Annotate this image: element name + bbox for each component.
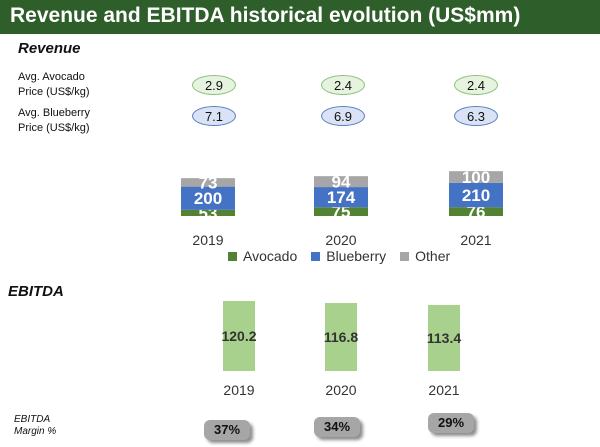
revenue-bar-blueberry-2020 [314, 187, 368, 208]
revenue-section-title: Revenue [18, 40, 81, 57]
ebitda-margin-label: EBITDA Margin % [14, 414, 56, 438]
ebitda-year-2021: 2021 [428, 382, 460, 398]
revenue-bar-blueberry-2019 [181, 186, 235, 210]
avocado-price-label-line2: Price (US$/kg) [18, 86, 90, 98]
avocado-price-2021: 2.4 [454, 75, 498, 95]
legend-blueberry-swatch [311, 251, 321, 261]
avocado-price-2019: 2.9 [192, 75, 236, 95]
title-bar [0, 0, 600, 34]
blueberry-price-label-line2: Price (US$/kg) [18, 122, 90, 134]
revenue-year-2019: 2019 [192, 232, 224, 248]
ebitda-bar-2020 [325, 302, 357, 371]
ebitda-margin-label-line1: EBITDA [14, 414, 51, 425]
revenue-value-blueberry-2021: 210 [462, 186, 490, 205]
ebitda-year-2020: 2020 [325, 382, 357, 398]
revenue-bar-other-2019 [181, 178, 235, 187]
page-title: Revenue and EBITDA historical evolution … [10, 4, 521, 27]
avocado-price-2020: 2.4 [321, 75, 365, 95]
revenue-value-blueberry-2019: 200 [194, 189, 222, 208]
revenue-bar-blueberry-2021 [449, 182, 503, 208]
blueberry-price-2021: 6.3 [454, 106, 498, 126]
legend-other-swatch [400, 251, 410, 261]
revenue-legend: Avocado Blueberry Other [228, 248, 450, 264]
revenue-bar-avocado-2019 [181, 209, 235, 216]
ebitda-value-2020: 116.8 [324, 329, 358, 345]
ebitda-section-title: EBITDA [8, 283, 64, 300]
blueberry-price-label: Avg. Blueberry Price (US$/kg) [18, 106, 90, 136]
revenue-value-avocado-2020: 75 [332, 203, 351, 222]
legend-blueberry-label: Blueberry [326, 248, 387, 264]
ebitda-margin-2020: 34% [314, 417, 360, 437]
ebitda-bar-2021 [428, 304, 460, 371]
legend-other-label: Other [415, 248, 451, 264]
blueberry-price-2019: 7.1 [192, 106, 236, 126]
revenue-bar-other-2021 [449, 171, 503, 183]
revenue-bar-other-2020 [314, 176, 368, 188]
blueberry-price-2020: 6.9 [321, 106, 365, 126]
revenue-value-avocado-2021: 76 [467, 203, 486, 222]
ebitda-margin-2021: 29% [428, 413, 474, 433]
revenue-value-other-2020: 94 [332, 173, 351, 192]
revenue-year-2020: 2020 [325, 232, 357, 248]
legend-avocado-swatch [228, 251, 237, 261]
avocado-price-label: Avg. Avocado Price (US$/kg) [18, 70, 90, 100]
ebitda-value-2021: 113.4 [427, 330, 461, 346]
ebitda-year-2019: 2019 [223, 382, 255, 398]
revenue-value-blueberry-2020: 174 [327, 188, 356, 207]
ebitda-margin-label-line2: Margin % [14, 426, 57, 437]
revenue-value-other-2021: 100 [462, 168, 490, 187]
ebitda-margin-2019: 37% [204, 420, 250, 440]
revenue-bar-avocado-2021 [449, 207, 503, 216]
revenue-value-other-2019: 73 [199, 173, 218, 192]
blueberry-price-label-line1: Avg. Blueberry [18, 107, 90, 119]
legend-avocado-label: Avocado [243, 248, 298, 264]
revenue-bar-avocado-2020 [314, 207, 368, 216]
revenue-year-2021: 2021 [460, 232, 492, 248]
avocado-price-label-line1: Avg. Avocado [18, 71, 85, 83]
ebitda-bar-2019 [223, 301, 255, 371]
ebitda-value-2019: 120.2 [221, 328, 256, 344]
